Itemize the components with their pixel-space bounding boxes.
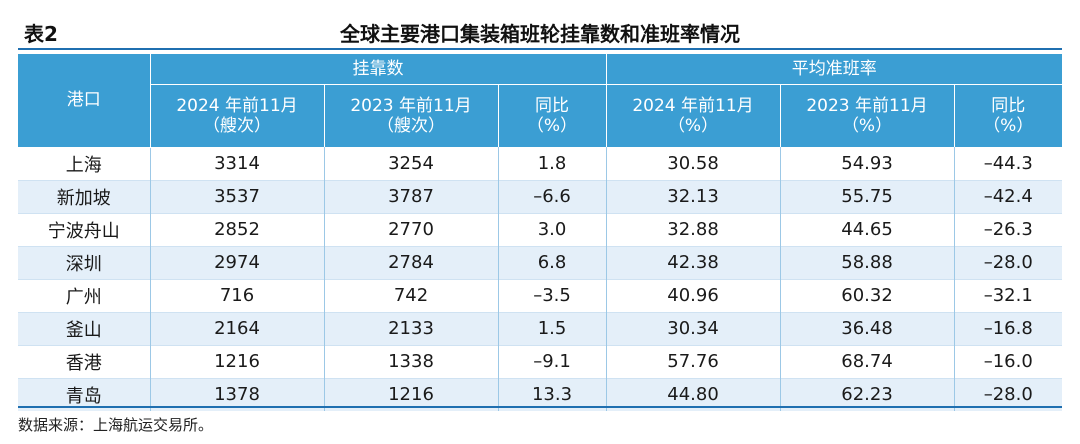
cell-ontime-yoy: –16.0 bbox=[983, 351, 1033, 372]
cell-port: 香港 bbox=[18, 345, 151, 378]
cell-calls-yoy: 1.8 bbox=[498, 147, 607, 180]
cell-ontime-2024: 30.58 bbox=[606, 147, 781, 180]
cell-ontime-yoy: –16.8 bbox=[954, 312, 1063, 345]
cell-port: 深圳 bbox=[18, 246, 151, 279]
cell-calls-yoy: –9.1 bbox=[498, 345, 607, 378]
subheader-line1: 2023 年前11月 bbox=[350, 96, 472, 116]
table-row: 香港 1216 1338 –9.1 57.76 68.74 –16.0 bbox=[18, 345, 1063, 378]
top-rule bbox=[18, 48, 1062, 50]
cell-calls-yoy: –6.6 bbox=[498, 180, 607, 213]
cell-calls-2024: 2164 bbox=[150, 312, 325, 345]
cell-ontime-yoy: –32.1 bbox=[983, 285, 1033, 306]
table-row: 深圳 2974 2784 6.8 42.38 58.88 –28.0 bbox=[18, 246, 1063, 279]
cell-ontime-yoy: –44.3 bbox=[983, 152, 1033, 174]
cell-ontime-2023: 55.75 bbox=[780, 180, 955, 213]
subheader-cell: 2023 年前11月 （艘次） bbox=[324, 84, 499, 147]
subheader-line1: 2023 年前11月 bbox=[806, 96, 928, 116]
cell-ontime-yoy: –26.3 bbox=[983, 219, 1033, 240]
cell-ontime-2023: 54.93 bbox=[780, 147, 955, 180]
cell-ontime-2023: 58.88 bbox=[780, 246, 955, 279]
table-row: 上海 3314 3254 1.8 30.58 54.93 –44.3 bbox=[18, 147, 1063, 180]
cell-calls-2024: 2852 bbox=[150, 213, 325, 246]
table-row: 釜山 2164 2133 1.5 30.34 36.48 –16.8 bbox=[18, 312, 1063, 345]
table-row: 新加坡 3537 3787 –6.6 32.13 55.75 –42.4 bbox=[18, 180, 1063, 213]
subheader-line2: （艘次） bbox=[377, 116, 445, 136]
cell-calls-2023: 2784 bbox=[324, 246, 499, 279]
header-port: 港口 bbox=[18, 54, 151, 148]
cell-calls-2024: 716 bbox=[150, 279, 325, 312]
cell-calls-yoy: –3.5 bbox=[498, 279, 607, 312]
cell-calls-2023: 1338 bbox=[324, 345, 499, 378]
cell-calls-2024: 3314 bbox=[150, 147, 325, 180]
header-group-ontime: 平均准班率 bbox=[606, 54, 1063, 85]
subheader-line2: （%） bbox=[983, 116, 1034, 136]
cell-port: 宁波舟山 bbox=[18, 213, 151, 246]
cell-ontime-2024: 57.76 bbox=[606, 345, 781, 378]
cell-calls-yoy: 1.5 bbox=[498, 312, 607, 345]
subheader-line2: （%） bbox=[667, 116, 719, 136]
cell-ontime-2023: 36.48 bbox=[780, 312, 955, 345]
table-header: 港口 挂靠数 平均准班率 2024 年前11月 （艘次） 2023 年前11月 （艘次… bbox=[18, 54, 1063, 148]
cell-calls-2024: 2974 bbox=[150, 246, 325, 279]
subheader-line2: （艘次） bbox=[203, 116, 271, 136]
cell-ontime-2023: 62.23 bbox=[780, 378, 955, 411]
cell-calls-2023: 2770 bbox=[324, 213, 499, 246]
cell-ontime-2024: 32.88 bbox=[606, 213, 781, 246]
cell-ontime-yoy: –28.0 bbox=[954, 246, 1063, 279]
cell-calls-yoy: 6.8 bbox=[498, 246, 607, 279]
table-row: 青岛 1378 1216 13.3 44.80 62.23 –28.0 bbox=[18, 378, 1063, 411]
cell-ontime-2023: 44.65 bbox=[780, 213, 955, 246]
cell-port: 新加坡 bbox=[18, 180, 151, 213]
subheader-cell: 2024 年前11月 （艘次） bbox=[150, 84, 325, 147]
cell-calls-2024: 3537 bbox=[150, 180, 325, 213]
subheader-line1: 同比 bbox=[991, 96, 1026, 116]
subheader-cell: 2023 年前11月 （%） bbox=[780, 84, 955, 147]
cell-ontime-yoy: –42.4 bbox=[954, 180, 1063, 213]
bottom-rule bbox=[18, 406, 1062, 408]
cell-calls-yoy: 3.0 bbox=[498, 213, 607, 246]
table-row: 广州 716 742 –3.5 40.96 60.32 –32.1 bbox=[18, 279, 1063, 312]
cell-calls-2023: 3254 bbox=[324, 147, 499, 180]
source-note: 数据来源：上海航运交易所。 bbox=[18, 416, 214, 434]
cell-calls-2023: 1216 bbox=[324, 378, 499, 411]
table-row: 宁波舟山 2852 2770 3.0 32.88 44.65 –26.3 bbox=[18, 213, 1063, 246]
table-body: 上海 3314 3254 1.8 30.58 54.93 –44.3 新加坡 3537 3787–… bbox=[18, 147, 1063, 411]
subheader-line2: （%） bbox=[526, 116, 578, 136]
cell-port: 釜山 bbox=[18, 312, 151, 345]
cell-ontime-2024: 44.80 bbox=[606, 378, 781, 411]
subheader-cell: 2024 年前11月 （%） bbox=[606, 84, 781, 147]
subheader-line2: （%） bbox=[841, 116, 893, 136]
cell-ontime-2023: 60.32 bbox=[780, 279, 955, 312]
cell-calls-2023: 3787 bbox=[324, 180, 499, 213]
cell-port: 广州 bbox=[18, 279, 151, 312]
cell-calls-2023: 742 bbox=[324, 279, 499, 312]
subheader-line1: 同比 bbox=[535, 96, 569, 116]
subheader-cell: 同比 （%） bbox=[954, 84, 1063, 147]
port-statistics-table: 港口 挂靠数 平均准班率 2024 年前11月 （艘次） 2023 年前11月 （艘次… bbox=[18, 54, 1063, 411]
table-title: 全球主要港口集装箱班轮挂靠数和准班率情况 bbox=[340, 22, 740, 46]
cell-port: 上海 bbox=[18, 147, 151, 180]
cell-ontime-2024: 42.38 bbox=[606, 246, 781, 279]
table-title-bar: 表2 全球主要港口集装箱班轮挂靠数和准班率情况 bbox=[18, 8, 1062, 48]
cell-calls-2024: 1216 bbox=[150, 345, 325, 378]
cell-ontime-2023: 68.74 bbox=[780, 345, 955, 378]
cell-calls-2024: 1378 bbox=[150, 378, 325, 411]
subheader-cell: 同比 （%） bbox=[498, 84, 607, 147]
cell-ontime-2024: 30.34 bbox=[606, 312, 781, 345]
cell-ontime-2024: 40.96 bbox=[606, 279, 781, 312]
cell-calls-2023: 2133 bbox=[324, 312, 499, 345]
subheader-line1: 2024 年前11月 bbox=[632, 96, 754, 116]
cell-ontime-2024: 32.13 bbox=[606, 180, 781, 213]
table-number: 表2 bbox=[24, 22, 58, 46]
cell-port: 青岛 bbox=[18, 378, 151, 411]
cell-ontime-yoy: –28.0 bbox=[954, 378, 1063, 411]
cell-calls-yoy: 13.3 bbox=[498, 378, 607, 411]
header-group-calls: 挂靠数 bbox=[150, 54, 607, 85]
subheader-line1: 2024 年前11月 bbox=[176, 96, 298, 116]
